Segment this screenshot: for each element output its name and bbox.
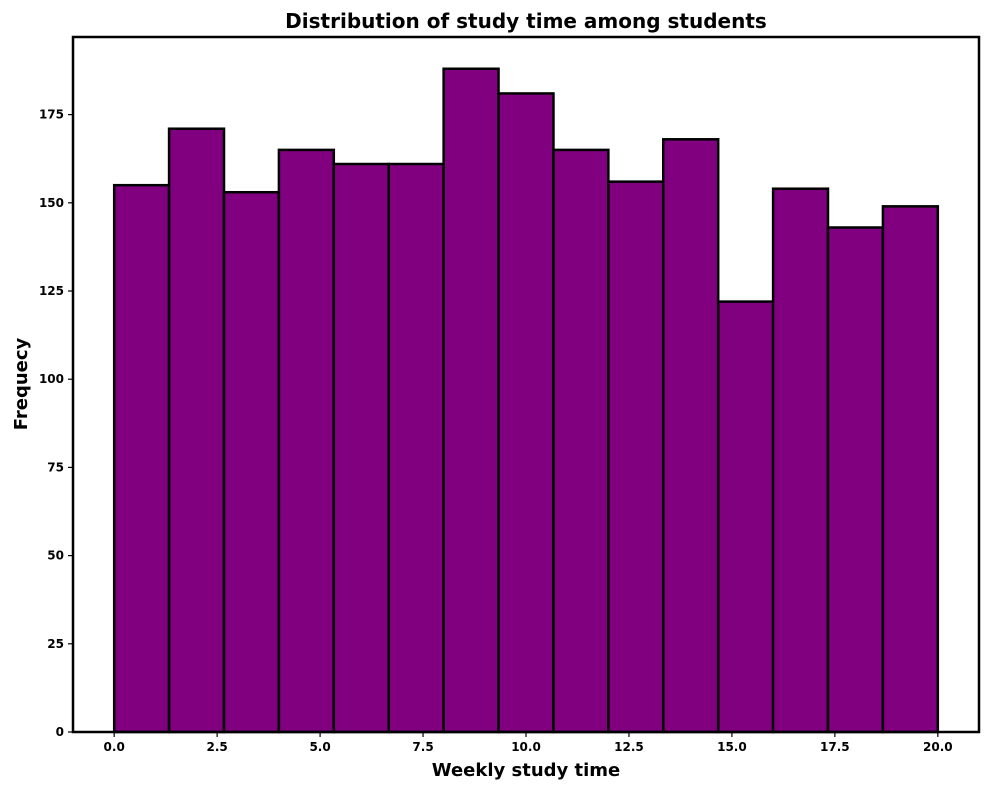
y-tick-label: 0 (56, 725, 64, 739)
x-axis-title: Weekly study time (432, 760, 621, 781)
x-tick-label: 15.0 (717, 740, 747, 754)
histogram-bar (662, 138, 720, 734)
y-tick-label: 100 (39, 372, 64, 386)
histogram-bar (442, 67, 500, 734)
histogram-bar (497, 92, 555, 734)
histogram-bar (277, 148, 336, 734)
y-tick-label: 75 (47, 460, 64, 474)
histogram-bar (607, 180, 665, 734)
histogram-bar (716, 300, 775, 734)
bars-group (112, 67, 940, 734)
y-tick-label: 50 (47, 549, 64, 563)
x-tick-label: 7.5 (412, 740, 433, 754)
x-tick-label: 17.5 (820, 740, 850, 754)
x-tick-label: 10.0 (511, 740, 541, 754)
x-tick-label: 2.5 (207, 740, 228, 754)
y-tick-label: 25 (47, 637, 64, 651)
x-tick-label: 0.0 (104, 740, 125, 754)
histogram-bar (881, 205, 940, 734)
histogram-bar (771, 187, 830, 734)
histogram-bar (387, 162, 445, 734)
y-tick-label: 150 (39, 196, 64, 210)
x-tick-label: 12.5 (614, 740, 644, 754)
y-axis-ticks: 0 25 50 75 100 125 150 175 (39, 108, 73, 739)
y-tick-label: 125 (39, 284, 64, 298)
x-tick-label: 5.0 (309, 740, 330, 754)
histogram-bar (112, 183, 171, 734)
y-axis-title: Frequecy (11, 337, 32, 430)
x-axis-ticks: 0.0 2.5 5.0 7.5 10.0 12.5 15.0 17.5 20.0 (104, 732, 953, 754)
histogram-bar (167, 127, 226, 734)
histogram-bar (222, 190, 281, 734)
y-tick-label: 175 (39, 108, 64, 122)
histogram-bar (826, 226, 885, 734)
chart-title: Distribution of study time among student… (285, 9, 767, 33)
x-tick-label: 20.0 (923, 740, 953, 754)
histogram-bar (552, 148, 610, 734)
histogram-bar (332, 162, 390, 734)
